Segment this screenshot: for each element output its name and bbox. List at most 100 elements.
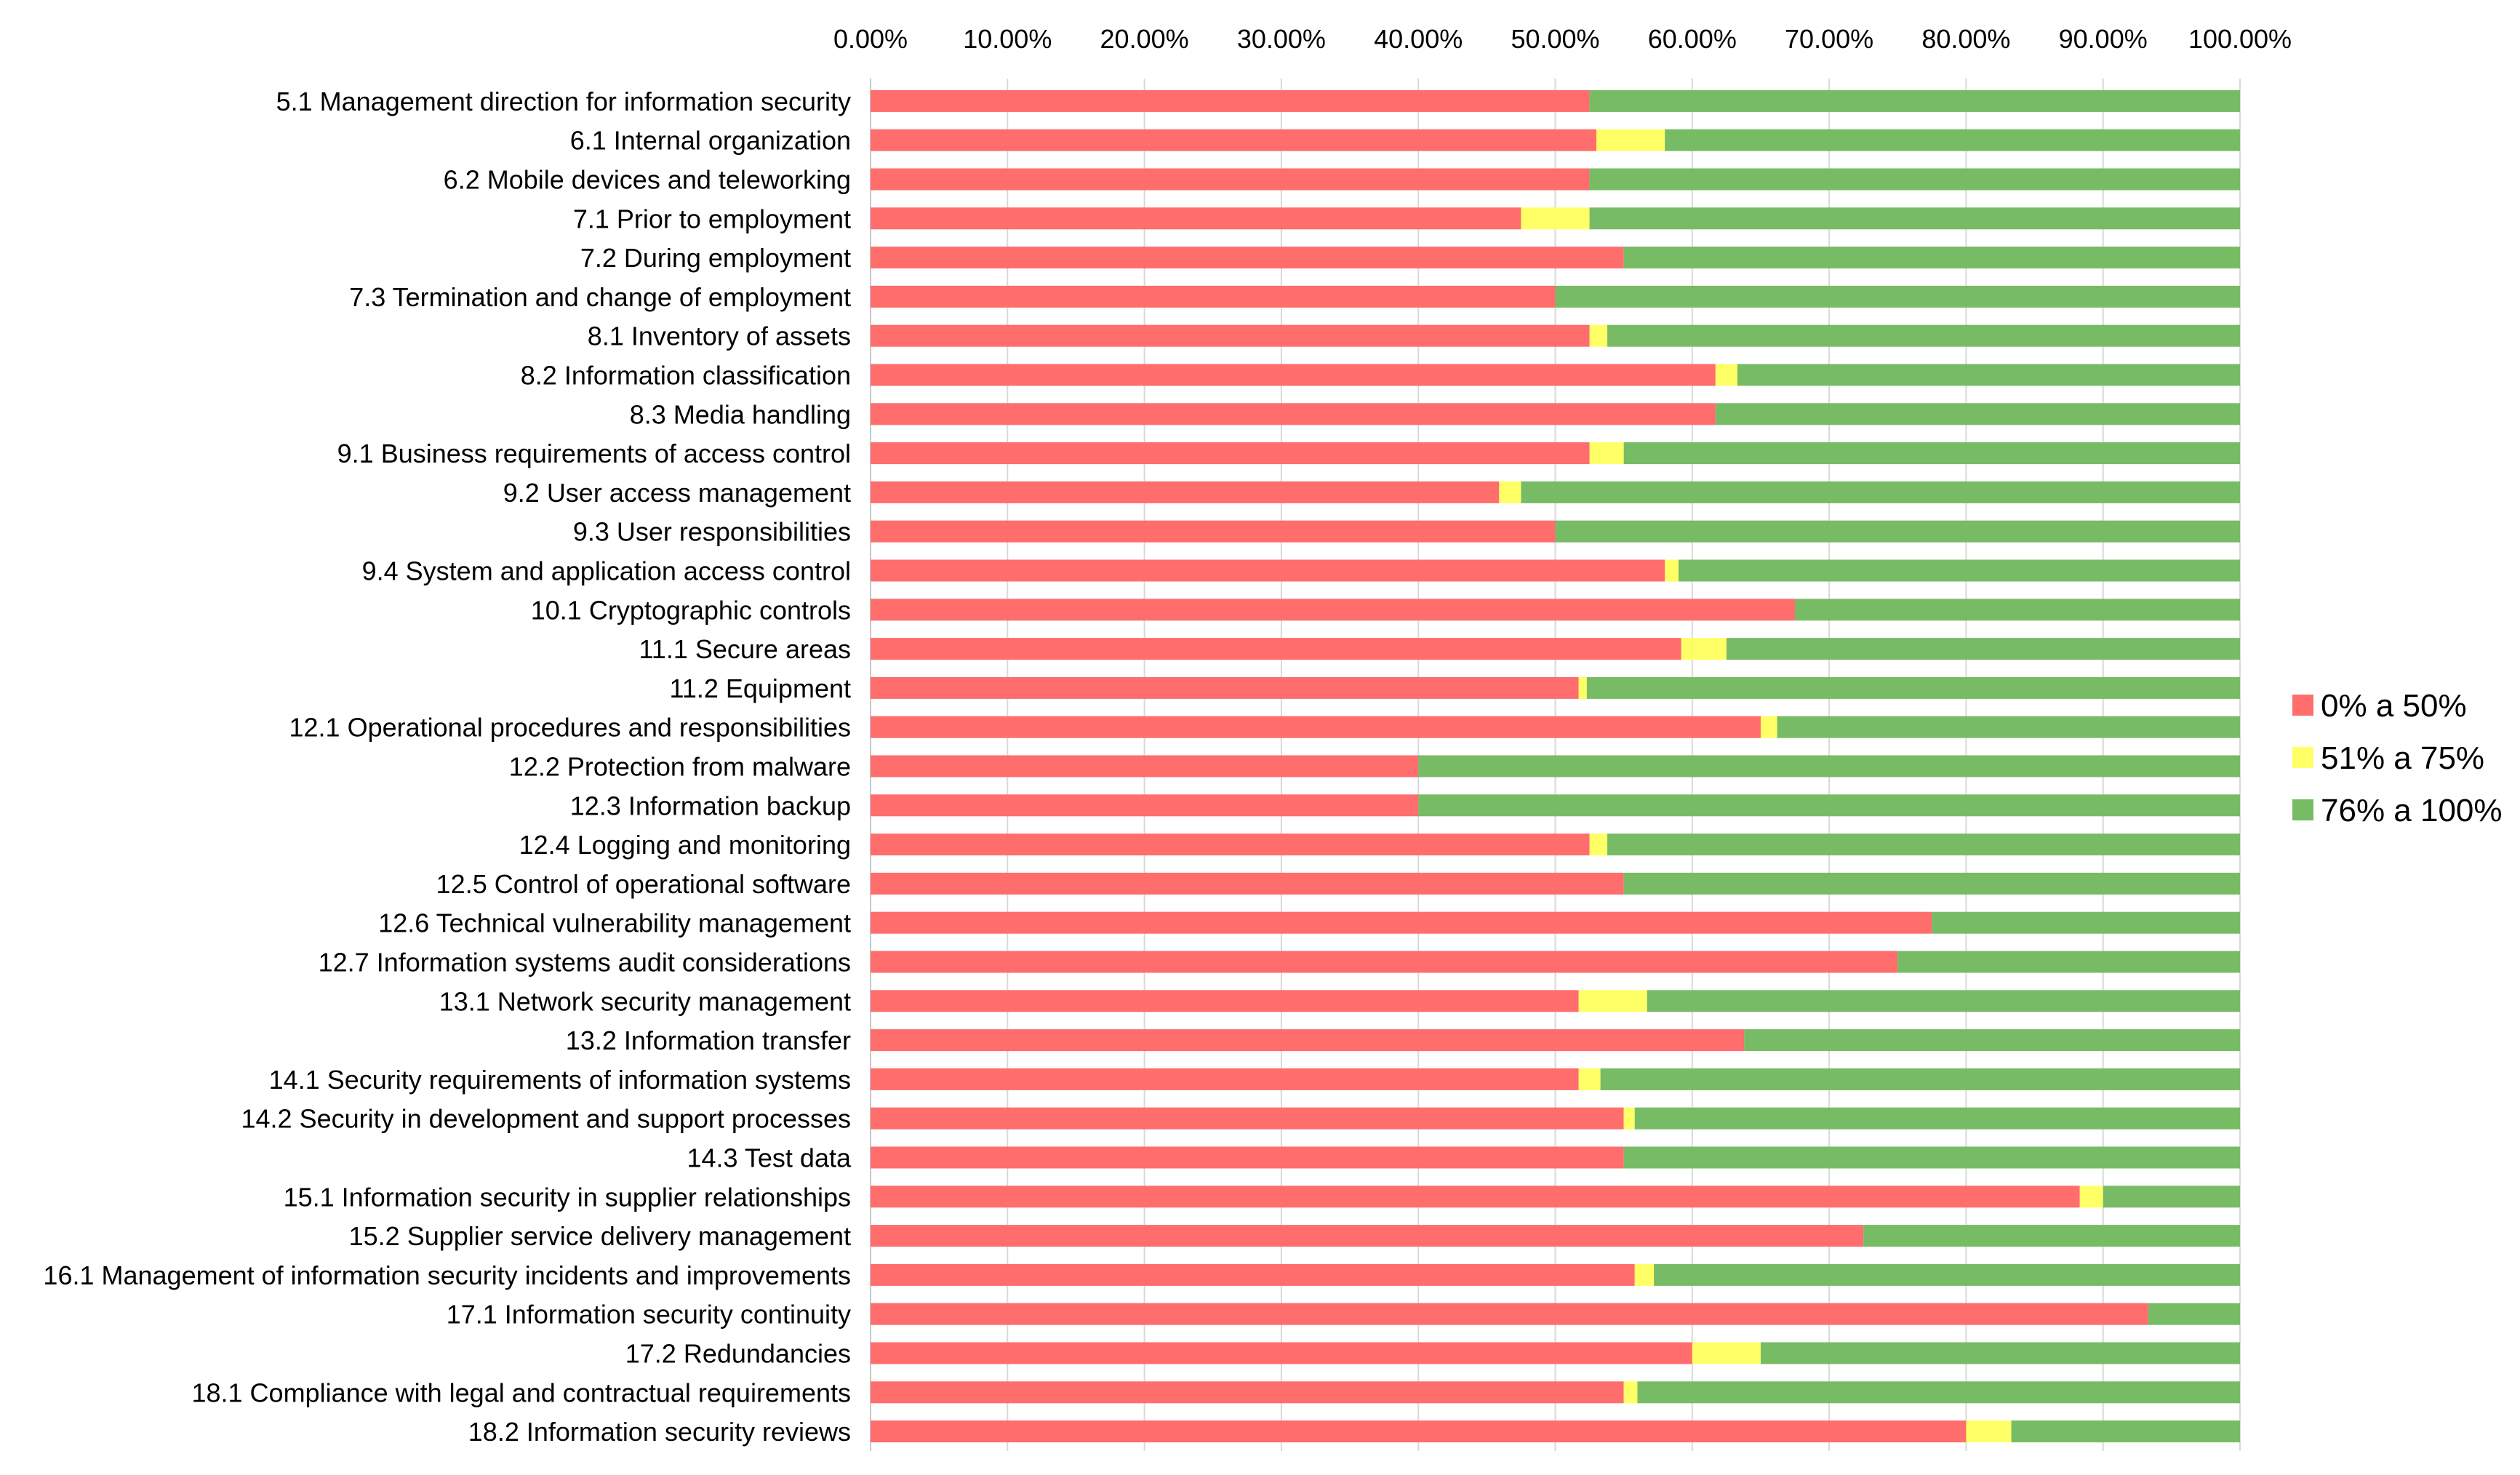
bar-segment bbox=[1589, 207, 2240, 230]
category-label: 14.3 Test data bbox=[687, 1143, 851, 1173]
bar-segment bbox=[1418, 755, 2240, 778]
bar-segment bbox=[1578, 1068, 1601, 1090]
bar-segment bbox=[871, 324, 1590, 347]
bar-segment bbox=[1589, 834, 1608, 856]
x-tick-label: 80.00% bbox=[1921, 24, 2010, 54]
bar-segment bbox=[1634, 1107, 2240, 1130]
bar-segment bbox=[871, 599, 1796, 621]
bar-segment bbox=[1678, 559, 2240, 582]
category-label: 7.1 Prior to employment bbox=[573, 204, 851, 233]
bar-segment bbox=[871, 1263, 1635, 1286]
category-label: 6.2 Mobile devices and teleworking bbox=[444, 165, 851, 195]
category-label: 18.1 Compliance with legal and contractu… bbox=[191, 1378, 851, 1407]
bar-segment bbox=[871, 638, 1681, 660]
bar-segment bbox=[871, 1068, 1579, 1090]
bar-segment bbox=[871, 559, 1665, 582]
category-labels: 5.1 Management direction for information… bbox=[43, 87, 852, 1447]
bar-segment bbox=[1418, 794, 2240, 817]
bar-segment bbox=[871, 442, 1590, 465]
legend-label: 76% a 100% bbox=[2321, 793, 2503, 828]
category-label: 14.1 Security requirements of informatio… bbox=[269, 1065, 851, 1095]
bar-segment bbox=[1600, 1068, 2240, 1090]
bar-segment bbox=[871, 834, 1590, 856]
bar-segment bbox=[871, 1342, 1692, 1364]
bars bbox=[871, 89, 2240, 1443]
bar-segment bbox=[1555, 520, 2240, 543]
bar-segment bbox=[1623, 872, 2240, 895]
category-label: 8.3 Media handling bbox=[630, 399, 851, 429]
category-label: 14.2 Security in development and support… bbox=[241, 1104, 852, 1134]
category-label: 15.1 Information security in supplier re… bbox=[284, 1182, 851, 1212]
category-label: 12.1 Operational procedures and responsi… bbox=[289, 713, 851, 743]
legend-swatch bbox=[2292, 799, 2313, 820]
category-label: 9.3 User responsibilities bbox=[573, 517, 851, 547]
bar-segment bbox=[871, 794, 1419, 817]
bar-segment bbox=[871, 129, 1596, 151]
category-label: 12.2 Protection from malware bbox=[509, 752, 851, 782]
bar-segment bbox=[1737, 364, 2240, 386]
bar-segment bbox=[1623, 442, 2240, 465]
category-label: 13.2 Information transfer bbox=[566, 1026, 851, 1055]
x-tick-label: 70.00% bbox=[1785, 24, 1873, 54]
x-tick-label: 50.00% bbox=[1511, 24, 1599, 54]
bar-segment bbox=[1681, 638, 1727, 660]
category-label: 8.2 Information classification bbox=[521, 361, 851, 391]
legend-swatch bbox=[2292, 695, 2313, 716]
bar-segment bbox=[1623, 247, 2240, 269]
bar-segment bbox=[1499, 481, 1521, 503]
bar-segment bbox=[2079, 1186, 2103, 1208]
category-label: 12.5 Control of operational software bbox=[436, 869, 851, 899]
category-label: 16.1 Management of information security … bbox=[43, 1260, 851, 1290]
x-tick-label: 60.00% bbox=[1648, 24, 1737, 54]
legend-swatch bbox=[2292, 747, 2313, 768]
bar-segment bbox=[1665, 129, 2240, 151]
bar-segment bbox=[2011, 1420, 2240, 1443]
x-tick-label: 100.00% bbox=[2188, 24, 2292, 54]
bar-segment bbox=[1692, 1342, 1761, 1364]
category-label: 11.1 Secure areas bbox=[639, 634, 851, 664]
category-label: 15.2 Supplier service delivery managemen… bbox=[349, 1221, 851, 1251]
bar-segment bbox=[1623, 1381, 1638, 1404]
bar-segment bbox=[1634, 1263, 1655, 1286]
bar-segment bbox=[871, 481, 1500, 503]
bar-segment bbox=[871, 716, 1761, 738]
bar-segment bbox=[1589, 168, 2240, 191]
category-label: 17.2 Redundancies bbox=[625, 1339, 851, 1369]
bar-segment bbox=[871, 520, 1556, 543]
bar-segment bbox=[871, 364, 1716, 386]
bar-segment bbox=[1726, 638, 2240, 660]
bar-segment bbox=[871, 1107, 1624, 1130]
bar-segment bbox=[871, 911, 1932, 934]
bar-segment bbox=[1521, 481, 2240, 503]
category-label: 7.3 Termination and change of employment bbox=[349, 282, 851, 312]
bar-segment bbox=[1715, 364, 1737, 386]
bar-segment bbox=[1623, 1146, 2240, 1169]
bar-segment bbox=[871, 1225, 1864, 1247]
bar-segment bbox=[1744, 1029, 2240, 1052]
bar-segment bbox=[2148, 1303, 2240, 1325]
bar-segment bbox=[1715, 403, 2240, 425]
bar-segment bbox=[1586, 676, 2240, 699]
category-label: 18.2 Information security reviews bbox=[468, 1417, 851, 1447]
category-label: 8.1 Inventory of assets bbox=[588, 321, 851, 351]
bar-segment bbox=[1578, 990, 1647, 1012]
bar-segment bbox=[1647, 990, 2240, 1012]
x-axis-tick-labels: 0.00% 10.00% 20.00% 30.00% 40.00% 50.00% 60.00… bbox=[833, 24, 2292, 54]
bar-segment bbox=[871, 676, 1579, 699]
bar-segment bbox=[1589, 442, 1624, 465]
bar-segment bbox=[871, 403, 1716, 425]
bar-segment bbox=[1760, 1342, 2240, 1364]
bar-segment bbox=[2103, 1186, 2240, 1208]
x-tick-label: 0.00% bbox=[833, 24, 908, 54]
bar-segment bbox=[871, 1381, 1624, 1404]
category-label: 11.2 Equipment bbox=[669, 673, 851, 703]
bar-segment bbox=[871, 285, 1556, 308]
bar-segment bbox=[871, 1146, 1624, 1169]
bar-segment bbox=[1555, 285, 2240, 308]
bar-segment bbox=[1589, 324, 1608, 347]
bar-segment bbox=[871, 1186, 2080, 1208]
category-label: 17.1 Information security continuity bbox=[447, 1300, 851, 1330]
bar-segment bbox=[1777, 716, 2240, 738]
bar-segment bbox=[1932, 911, 2240, 934]
